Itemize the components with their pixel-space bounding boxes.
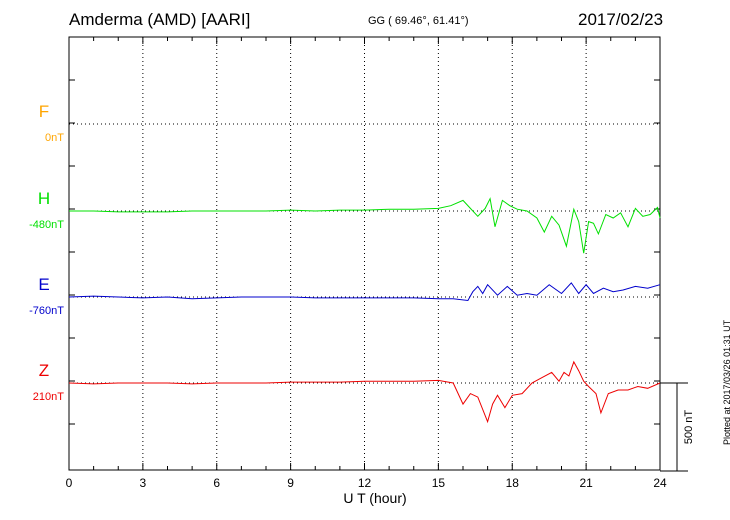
x-tick-label: 0 — [66, 476, 73, 490]
x-axis-label: U T (hour) — [343, 490, 407, 506]
series-baseline-H: -480nT — [29, 219, 64, 231]
scale-bar-label: 500 nT — [683, 410, 695, 445]
series-baseline-Z: 210nT — [33, 391, 64, 403]
x-tick-label: 24 — [653, 476, 667, 490]
geographic-coordinates: GG ( 69.46°, 61.41°) — [368, 15, 469, 27]
chart-date: 2017/02/23 — [578, 10, 664, 29]
x-tick-label: 21 — [579, 476, 593, 490]
series-name-E: E — [38, 275, 49, 294]
x-tick-label: 3 — [140, 476, 147, 490]
x-tick-label: 9 — [287, 476, 294, 490]
series-baseline-F: 0nT — [45, 132, 64, 144]
x-tick-label: 15 — [432, 476, 446, 490]
x-tick-label: 6 — [213, 476, 220, 490]
x-tick-label: 12 — [358, 476, 372, 490]
series-trace-Z — [68, 360, 661, 424]
series-name-F: F — [39, 102, 49, 121]
x-tick-label: 18 — [506, 476, 520, 490]
series-name-Z: Z — [39, 361, 49, 380]
series-trace-E — [68, 282, 661, 302]
series-trace-H — [69, 197, 661, 254]
station-title: Amderma (AMD) [AARI] — [69, 10, 251, 29]
series-baseline-E: -760nT — [29, 305, 64, 317]
series-name-H: H — [38, 189, 50, 208]
